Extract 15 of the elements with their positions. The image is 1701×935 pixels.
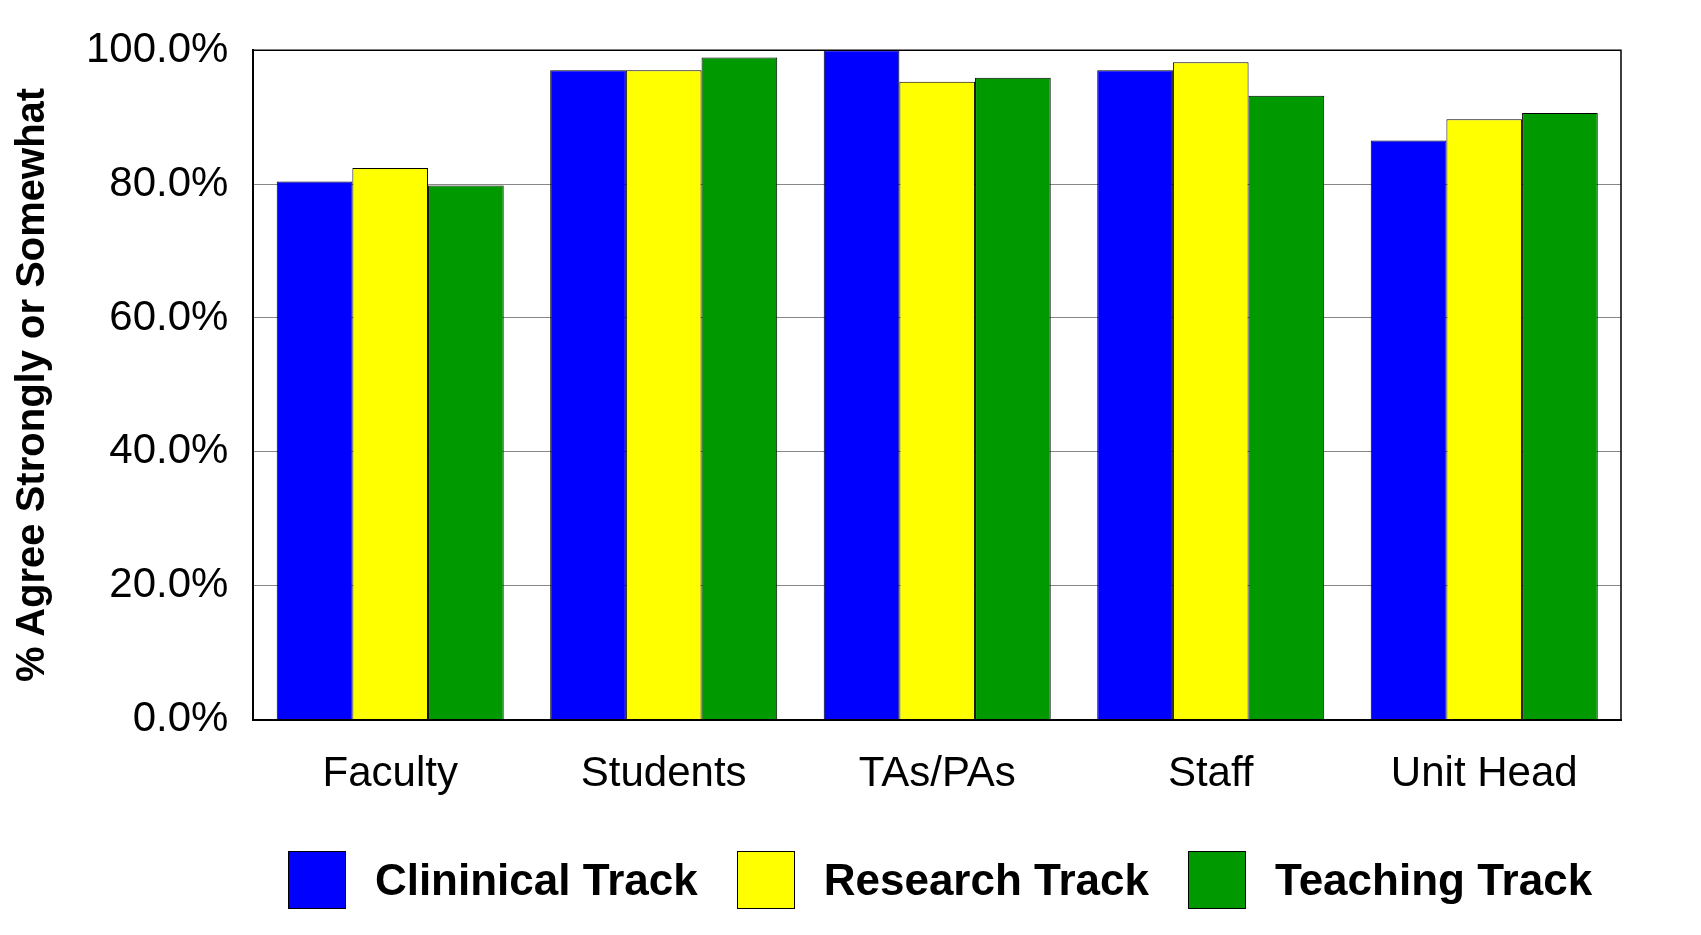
x-tick-label: Faculty xyxy=(322,748,458,796)
legend-label: Clininical Track xyxy=(374,855,698,905)
y-tick-label: 0.0% xyxy=(132,693,229,741)
y-tick-label: 60.0% xyxy=(109,291,229,339)
x-tick-label: Staff xyxy=(1167,748,1254,796)
legend-label: Teaching Track xyxy=(1275,855,1593,905)
y-tick-label: 80.0% xyxy=(109,157,229,205)
x-tick-label: Students xyxy=(580,748,747,796)
y-axis-title: % Agree Strongly or Somewhat xyxy=(8,87,53,682)
y-tick-label: 20.0% xyxy=(109,559,229,607)
legend-label: Research Track xyxy=(823,855,1150,905)
x-tick-label: Unit Head xyxy=(1390,748,1578,796)
y-tick-label: 100.0% xyxy=(85,23,229,71)
y-tick-label: 40.0% xyxy=(109,425,229,473)
x-tick-label: TAs/PAs xyxy=(858,748,1016,796)
